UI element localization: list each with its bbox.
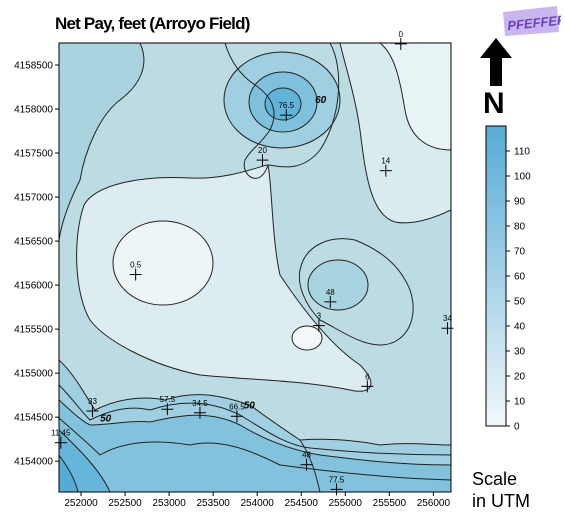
x-tick-label: 253500: [196, 498, 230, 509]
scale-note: Scale in UTM: [472, 468, 530, 512]
y-tick-label: 4156500: [14, 237, 53, 248]
contour-value-labels: 60 50 50: [100, 95, 327, 425]
contour-value-label: 50: [244, 400, 256, 411]
legend-tick-label: 60: [514, 272, 526, 283]
well-value-label: 0: [399, 30, 404, 39]
north-arrow-icon: [480, 38, 512, 86]
well-marker: 48: [324, 288, 337, 308]
well-marker: 48: [300, 451, 313, 471]
well-value-label: 57.5: [160, 395, 176, 404]
well-markers: 0 76.5 20 14 0.5 48 3 34 6 33 57.5 34.5 66.5 11.45 48 7…: [51, 30, 454, 496]
well-value-label: 20: [258, 146, 267, 155]
contour-fill: [113, 221, 213, 305]
legend-tick-label: 90: [514, 197, 526, 208]
well-value-label: 11.45: [51, 429, 71, 438]
north-label: N: [483, 87, 505, 120]
map-frame: [58, 42, 452, 493]
y-axis: 4158500 4158000 4157500 4157000 4156500 41560…: [14, 61, 59, 468]
well-marker: 6: [361, 372, 374, 393]
legend-tick-label: 30: [514, 347, 526, 358]
net-pay-contour-map: 252000 252500 253000 253500 254000 254500 2550…: [14, 30, 454, 509]
well-marker: 0.5: [129, 261, 142, 281]
well-value-label: 0.5: [130, 261, 142, 270]
legend-tick-label: 110: [514, 147, 530, 158]
well-value-label: 14: [381, 157, 390, 166]
well-value-label: 66.5: [229, 402, 245, 411]
well-marker: 3: [312, 312, 325, 332]
map-title: Net Pay, feet (Arroyo Field): [55, 14, 250, 33]
well-marker: 66.5: [229, 402, 245, 423]
x-tick-label: 256000: [417, 498, 451, 509]
x-tick-label: 254500: [285, 498, 319, 509]
y-tick-label: 4154500: [14, 413, 53, 424]
contour-fill: [308, 260, 368, 310]
well-marker: 57.5: [160, 395, 176, 416]
legend-tick-label: 10: [514, 397, 526, 408]
legend-tick-label: 50: [514, 297, 526, 308]
well-marker: 20: [256, 146, 269, 167]
contour-lines: [59, 43, 451, 492]
y-tick-label: 4155000: [14, 369, 53, 380]
x-tick-label: 253000: [152, 498, 186, 509]
legend-tick-label: 100: [514, 172, 531, 183]
contour-fill: [59, 400, 451, 492]
legend-tick-label: 70: [514, 247, 526, 258]
legend-tick-label: 20: [514, 372, 526, 383]
well-marker: 34: [441, 314, 454, 335]
well-value-label: 48: [302, 451, 311, 460]
y-tick-label: 4156000: [14, 281, 53, 292]
y-tick-label: 4155500: [14, 325, 53, 336]
well-marker: 33: [86, 397, 99, 418]
svg-text:PFEFFER: PFEFFER: [507, 12, 561, 33]
x-axis: 252000 252500 253000 253500 254000 254500 2550…: [64, 492, 451, 509]
y-tick-label: 4158000: [14, 105, 53, 116]
well-marker: 34.5: [192, 399, 208, 419]
contour-value-label: 60: [315, 95, 327, 106]
legend-color-bar: [485, 125, 507, 427]
scale-note-line-2: in UTM: [472, 491, 530, 511]
legend-tick-label: 40: [514, 322, 526, 333]
well-value-label: 33: [88, 397, 97, 406]
well-value-label: 34: [443, 314, 452, 323]
y-tick-label: 4157500: [14, 149, 53, 160]
x-tick-label: 255000: [329, 498, 363, 509]
y-tick-label: 4157000: [14, 193, 53, 204]
legend-tick-label: 80: [514, 222, 526, 233]
x-tick-label: 252500: [108, 498, 142, 509]
well-marker: 76.5: [278, 101, 295, 122]
well-marker: 11.45: [51, 429, 71, 449]
well-value-label: 34.5: [192, 399, 208, 408]
x-tick-label: 255500: [373, 498, 407, 509]
well-marker: 77.5: [329, 475, 345, 496]
well-value-label: 6: [365, 372, 370, 381]
legend-tick-label: 0: [514, 422, 520, 433]
x-tick-label: 254000: [241, 498, 275, 509]
scale-note-line-1: Scale: [472, 469, 518, 489]
well-value-label: 3: [317, 312, 322, 321]
well-value-label: 48: [326, 288, 335, 297]
well-marker: 14: [379, 157, 392, 177]
y-tick-label: 4158500: [14, 61, 53, 72]
y-tick-label: 4154000: [14, 457, 53, 468]
pfeffer-logo: PFEFFER: [503, 6, 561, 36]
well-value-label: 77.5: [329, 475, 345, 484]
well-marker: 0: [394, 30, 407, 50]
contour-fill: [59, 43, 144, 240]
contour-fill: [292, 326, 322, 350]
x-tick-label: 252000: [64, 498, 98, 509]
well-value-label: 76.5: [278, 101, 294, 110]
contour-value-label: 50: [100, 414, 112, 425]
contour-fill: [59, 455, 78, 492]
contour-fill: [380, 43, 451, 150]
